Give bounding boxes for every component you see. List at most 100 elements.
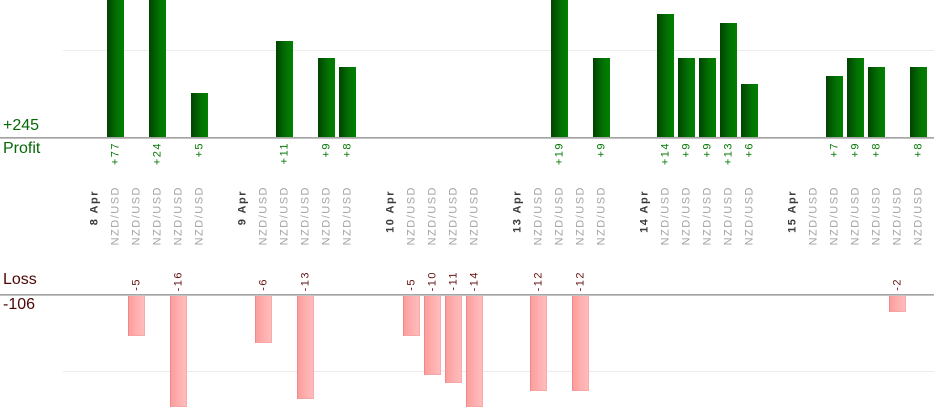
loss-axis-line (0, 294, 934, 296)
instrument-label: NZD/USD (807, 186, 819, 246)
trade-column: -13 NZD/USD (295, 0, 316, 420)
trade-column: -14 NZD/USD (464, 0, 485, 420)
instrument-label: NZD/USD (743, 186, 755, 246)
profit-value-label: +7 (828, 142, 840, 158)
instrument-label: NZD/USD (278, 186, 290, 246)
profit-value-label: +9 (849, 142, 861, 158)
loss-value-label: -11 (447, 271, 459, 291)
profit-value-label: +9 (320, 142, 332, 158)
instrument-label: NZD/USD (574, 186, 586, 246)
trade-column: +19 NZD/USD (549, 0, 570, 420)
profit-bar (868, 67, 885, 137)
loss-value-label: -10 (426, 270, 438, 291)
day-group: 15 Apr NZD/USD +7 NZD/USD +9 NZD/USD +8 NZD/USD… (782, 0, 929, 420)
day-group: 14 Apr +14 NZD/USD +9 NZD/USD +9 NZD/USD +13 NZD… (634, 0, 760, 420)
instrument-label: NZD/USD (193, 186, 205, 246)
trade-column: +6 NZD/USD (739, 0, 760, 420)
loss-value-label: -16 (172, 270, 184, 291)
loss-bar (403, 296, 420, 336)
instrument-label: NZD/USD (341, 186, 353, 246)
instrument-label: NZD/USD (680, 186, 692, 246)
profit-bar (318, 58, 335, 137)
trade-column: +77 NZD/USD (105, 0, 126, 420)
profit-value-label: +77 (109, 142, 121, 166)
trade-column: -16 NZD/USD (168, 0, 189, 420)
instrument-label: NZD/USD (870, 186, 882, 246)
date-label: 15 Apr (786, 190, 798, 233)
loss-bar (424, 296, 441, 375)
profit-bar (149, 0, 166, 137)
loss-value-label: -13 (299, 270, 311, 291)
instrument-label: NZD/USD (701, 186, 713, 246)
instrument-label: NZD/USD (257, 186, 269, 246)
trade-column: +8 NZD/USD (866, 0, 887, 420)
loss-bar (445, 296, 462, 383)
instrument-label: NZD/USD (130, 186, 142, 246)
loss-value-label: -6 (257, 278, 269, 291)
profit-bar (551, 0, 568, 137)
instrument-label: NZD/USD (109, 186, 121, 246)
trade-column: +9 NZD/USD (316, 0, 337, 420)
date-label: 14 Apr (638, 190, 650, 233)
profit-axis-title: Profit (3, 140, 41, 157)
profit-bar (339, 67, 356, 137)
loss-bar (297, 296, 314, 399)
trade-column: +8 NZD/USD (908, 0, 929, 420)
profit-value-label: +11 (278, 142, 290, 165)
date-column: 13 Apr (507, 0, 528, 420)
loss-axis-title: Loss (3, 271, 37, 288)
loss-bar (889, 296, 906, 312)
instrument-label: NZD/USD (426, 186, 438, 246)
profit-value-label: +8 (870, 142, 882, 158)
trade-column: +5 NZD/USD (189, 0, 210, 420)
profit-bar (847, 58, 864, 137)
instrument-label: NZD/USD (405, 186, 417, 246)
date-column: 9 Apr (232, 0, 253, 420)
trade-column: +9 NZD/USD (676, 0, 697, 420)
profit-value-label: +24 (151, 142, 163, 166)
trade-column: +24 NZD/USD (147, 0, 168, 420)
loss-bar (466, 296, 483, 407)
instrument-label: NZD/USD (659, 186, 671, 246)
loss-bar (530, 296, 547, 391)
instrument-label: NZD/USD (595, 186, 607, 246)
profit-bar (657, 14, 674, 137)
trade-column: +9 NZD/USD (591, 0, 612, 420)
profit-bar (826, 76, 843, 137)
trade-column: -10 NZD/USD (422, 0, 443, 420)
profit-gridline-plus10 (63, 50, 934, 51)
profit-bar (910, 67, 927, 137)
loss-value-label: -2 (891, 278, 903, 291)
trade-column: -5 NZD/USD (126, 0, 147, 420)
day-group: 10 Apr -5 NZD/USD -10 NZD/USD -11 NZD/USD -14 NZ… (380, 0, 485, 420)
loss-gridline-minus10 (63, 371, 934, 372)
trade-column: +9 NZD/USD (697, 0, 718, 420)
loss-bar (170, 296, 187, 407)
trade-column: +7 NZD/USD (824, 0, 845, 420)
profit-bar (276, 41, 293, 137)
profit-bar (741, 84, 758, 137)
profit-bar (107, 0, 124, 137)
loss-bar (255, 296, 272, 343)
profit-bar (699, 58, 716, 137)
profit-value-label: +19 (553, 142, 565, 166)
day-group: 9 Apr -6 NZD/USD +11 NZD/USD -13 NZD/USD +9 NZD/… (232, 0, 358, 420)
profit-value-label: +8 (341, 142, 353, 158)
instrument-label: NZD/USD (532, 186, 544, 246)
instrument-label: NZD/USD (912, 186, 924, 246)
loss-bar (128, 296, 145, 336)
day-group: 8 Apr +77 NZD/USD -5 NZD/USD +24 NZD/USD -16 NZD… (84, 0, 210, 420)
trade-column: -12 NZD/USD (570, 0, 591, 420)
profit-total-label: +245 (3, 117, 40, 134)
instrument-label: NZD/USD (722, 186, 734, 246)
trade-column: -2 NZD/USD (887, 0, 908, 420)
instrument-label: NZD/USD (891, 186, 903, 246)
date-label: 10 Apr (384, 190, 396, 233)
profit-value-label: +8 (912, 142, 924, 158)
trade-column: +9 NZD/USD (845, 0, 866, 420)
trade-column: +8 NZD/USD (337, 0, 358, 420)
profit-value-label: +9 (701, 142, 713, 158)
instrument-label: NZD/USD (151, 186, 163, 246)
date-label: 9 Apr (236, 190, 248, 226)
